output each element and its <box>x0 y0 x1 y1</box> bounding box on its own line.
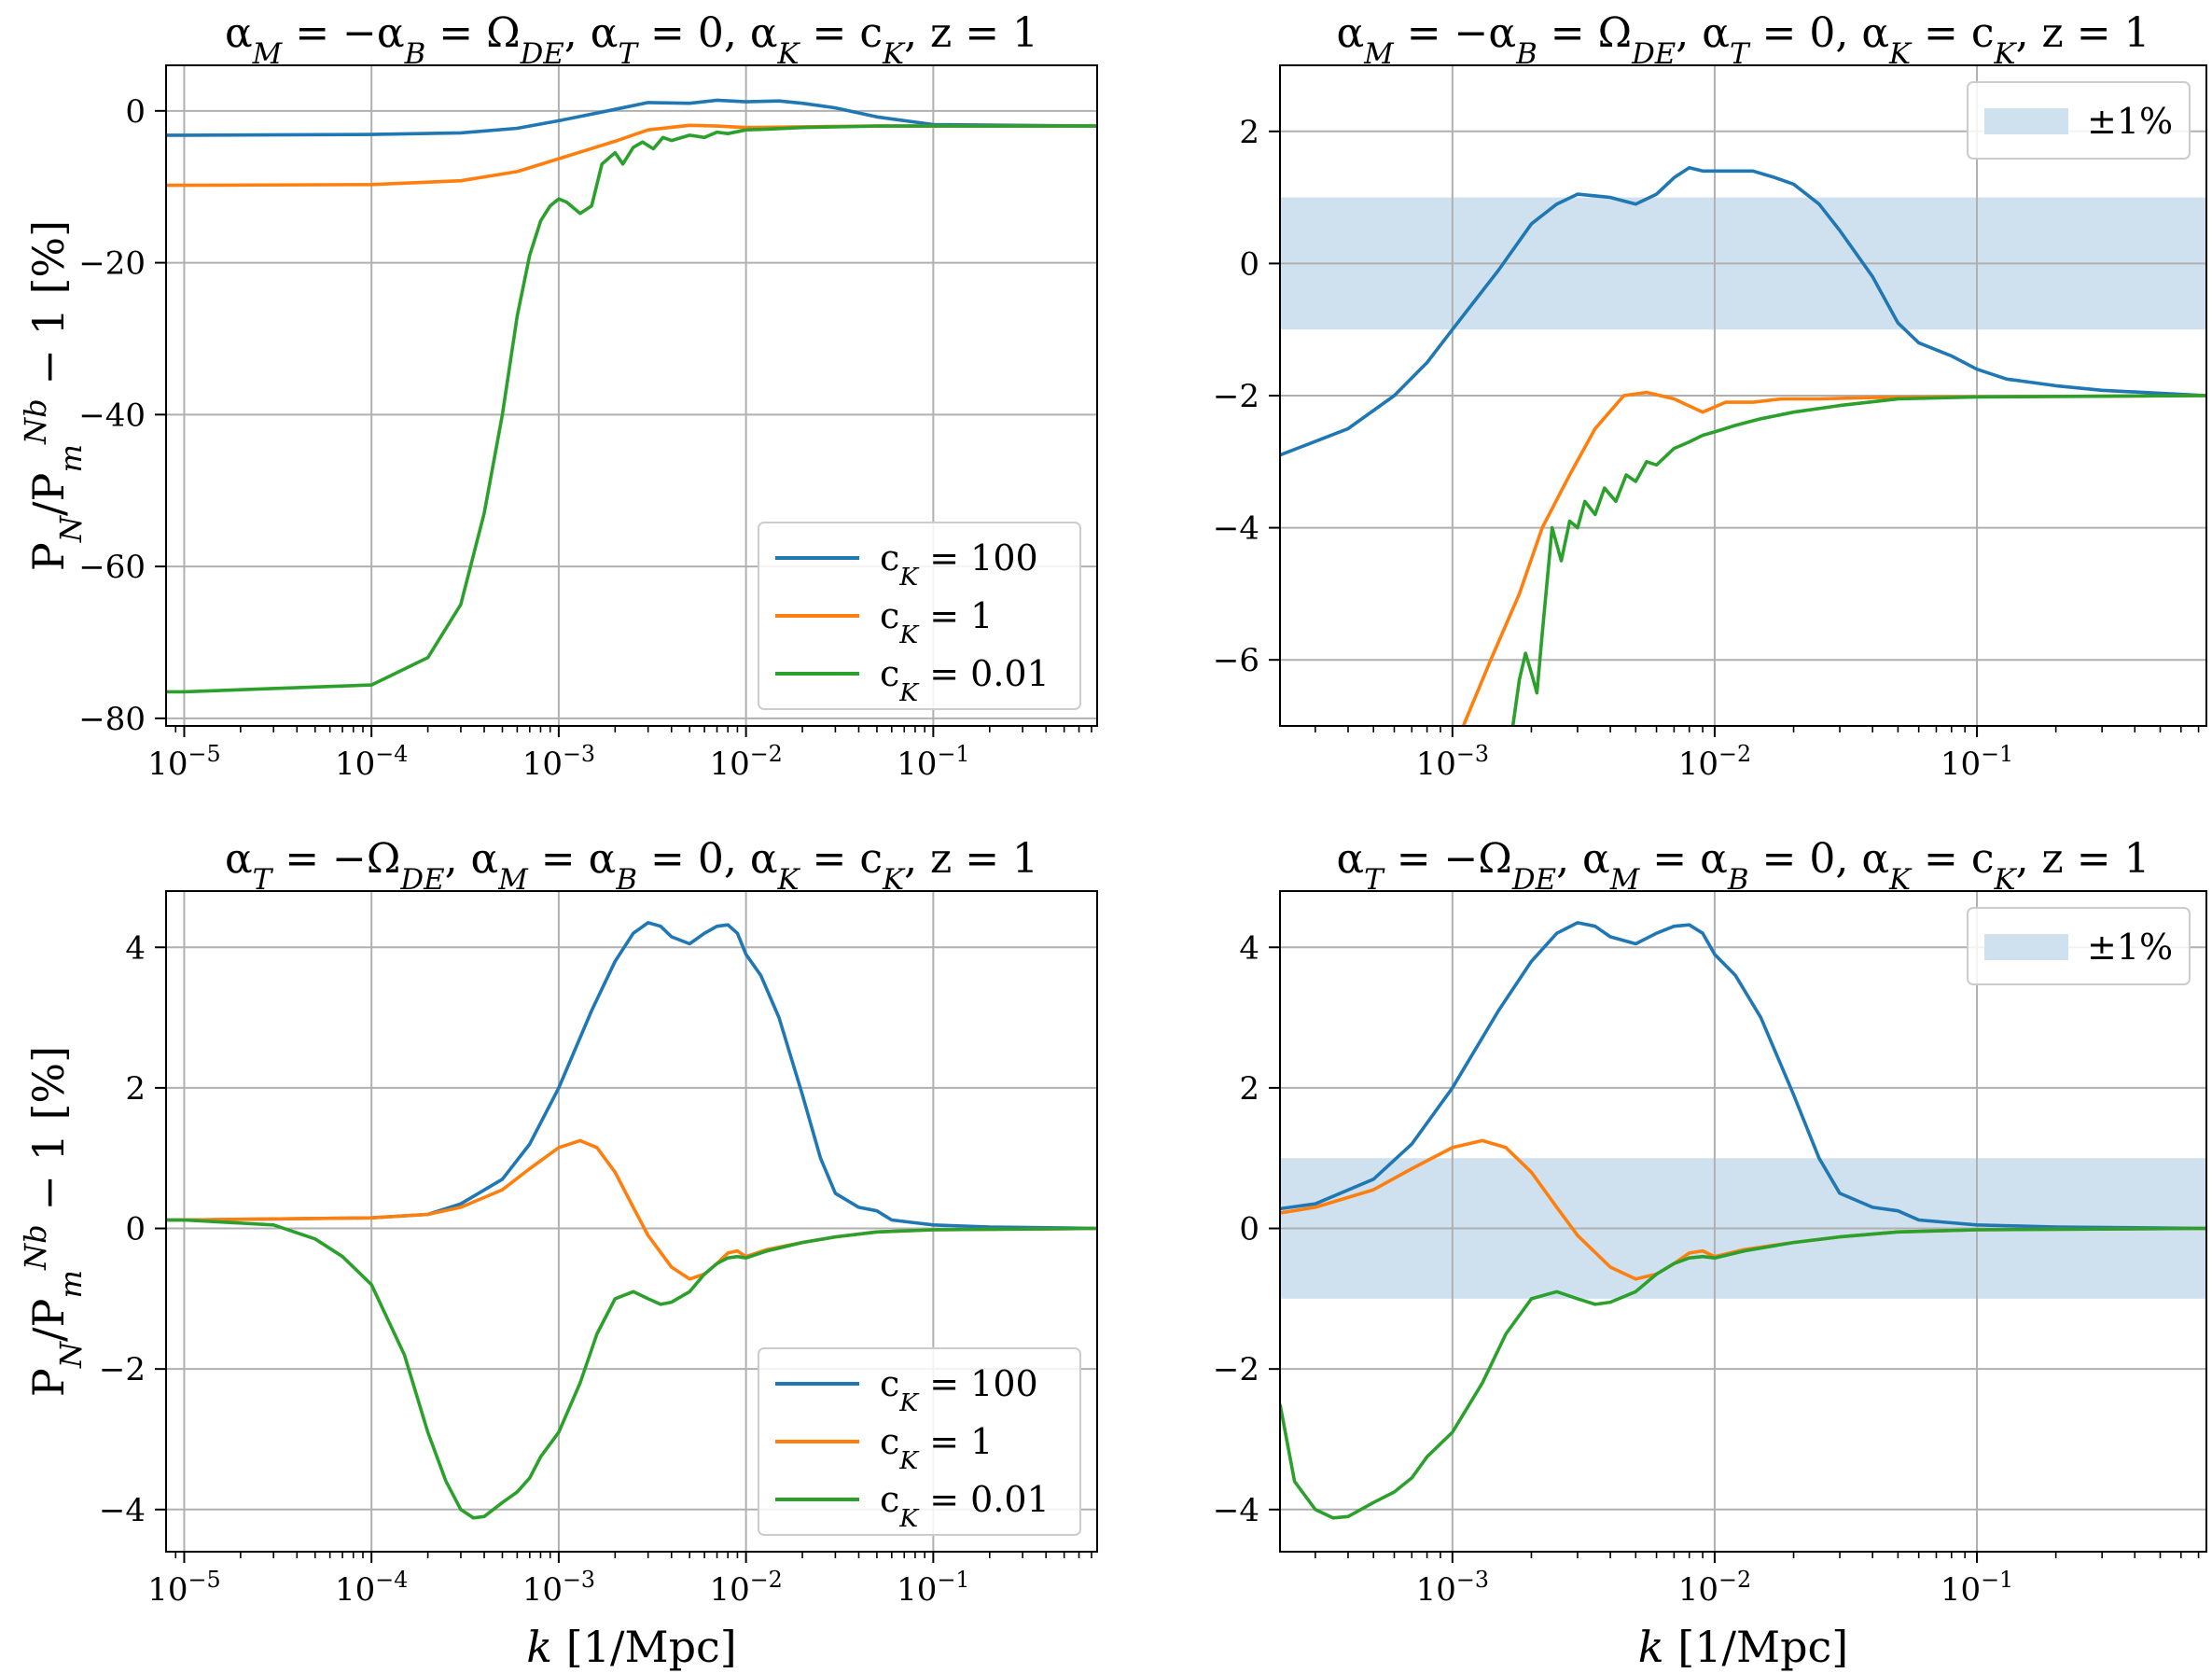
x-tick-label: 10−1 <box>897 741 969 783</box>
chart-title: αM = −αB = ΩDE, αT = 0, αK = cK, z = 1 <box>225 9 1038 71</box>
x-tick-label: 10−3 <box>522 741 595 783</box>
chart-top-left: 10−5 10−4 10−3 10−2 10−1 0 −20 −40 −60 −80 αM = −α… <box>18 9 1098 783</box>
y-tick-label: −40 <box>78 397 146 434</box>
legend-label: cK = 100 <box>880 1363 1038 1417</box>
y-tick-label: −20 <box>78 245 146 283</box>
x-tick-label: 10−3 <box>1416 741 1489 783</box>
legend-label: cK = 0.01 <box>880 653 1050 707</box>
series-line-2 <box>1280 1226 2206 1520</box>
chart-bottom-right: 10−3 10−2 10−1 4 2 0 −2 −4 αT = −ΩDE, αM = αB = … <box>1213 835 2207 1672</box>
y-tick-label: 4 <box>125 929 146 967</box>
legend-box <box>1967 907 2191 985</box>
x-tick-label: 10−2 <box>1678 1567 1751 1609</box>
x-tick-label: 10−5 <box>147 1567 220 1609</box>
x-axis-label: k [1/Mpc] <box>526 1622 736 1672</box>
legend-box <box>758 522 1081 710</box>
y-tick-label: −2 <box>1213 378 1259 415</box>
x-tick-label: 10−2 <box>1678 741 1751 783</box>
y-tick-label: −60 <box>78 549 146 586</box>
x-axis-label: k [1/Mpc] <box>1638 1622 1848 1672</box>
y-tick-label: 2 <box>1239 1070 1259 1108</box>
legend-label: ±1% <box>2087 101 2173 142</box>
series-line-0 <box>1280 165 2206 457</box>
series-line-0 <box>166 98 1097 137</box>
legend-label: cK = 0.01 <box>880 1479 1050 1533</box>
x-tick-label: 10−4 <box>335 1567 408 1609</box>
y-tick-label: −4 <box>1213 510 1259 548</box>
y-tick-label: 4 <box>1239 929 1259 967</box>
series-line-1 <box>1461 390 2206 726</box>
x-tick-label: 10−3 <box>522 1567 595 1609</box>
y-tick-label: 0 <box>1239 245 1259 283</box>
chart-title: αM = −αB = ΩDE, αT = 0, αK = cK, z = 1 <box>1336 9 2149 71</box>
legend: ±1% <box>1967 81 2191 160</box>
series-line-2 <box>1510 394 2206 726</box>
y-tick-label: 0 <box>125 93 146 131</box>
y-tick-label: −4 <box>1213 1492 1259 1529</box>
x-tick-label: 10−2 <box>709 741 782 783</box>
y-tick-label: −80 <box>78 701 146 738</box>
series-line-2 <box>166 1218 1097 1520</box>
y-tick-label: 2 <box>125 1070 146 1108</box>
series-line-0 <box>1280 921 2206 1231</box>
legend-band-swatch <box>1984 108 2068 134</box>
chart-bottom-left: 10−5 10−4 10−3 10−2 10−1 4 2 0 −2 −4 αT = −ΩDE, αM… <box>18 835 1098 1672</box>
x-tick-label: 10−1 <box>897 1567 969 1609</box>
y-tick-label: −2 <box>1213 1351 1259 1388</box>
y-axis-label: PN/PmNb − 1 [%] <box>18 220 89 571</box>
chart-title: αT = −ΩDE, αM = αB = 0, αK = cK, z = 1 <box>1336 835 2149 897</box>
x-tick-label: 10−1 <box>1941 1567 2013 1609</box>
y-tick-label: 0 <box>125 1211 146 1248</box>
x-tick-label: 10−5 <box>147 741 220 783</box>
y-tick-label: −6 <box>1213 642 1259 679</box>
axes-frame <box>1279 890 2207 1553</box>
legend-label: ±1% <box>2087 927 2173 968</box>
series-line-1 <box>166 1138 1097 1281</box>
legend-label: cK = 1 <box>880 1421 993 1475</box>
legend-box <box>758 1347 1081 1536</box>
x-tick-label: 10−1 <box>1941 741 2013 783</box>
y-tick-label: 0 <box>1239 1211 1259 1248</box>
legend-label: cK = 100 <box>880 537 1038 592</box>
axes-frame <box>165 890 1098 1553</box>
series-line-0 <box>166 921 1097 1231</box>
legend-label: cK = 1 <box>880 595 993 649</box>
x-tick-label: 10−4 <box>335 741 408 783</box>
chart-top-right: 10−3 10−2 10−1 2 0 −2 −4 −6 αM = −αB = ΩDE, αT =… <box>1213 9 2207 783</box>
x-tick-label: 10−2 <box>709 1567 782 1609</box>
x-tick-label: 10−3 <box>1416 1567 1489 1609</box>
y-tick-label: 2 <box>1239 114 1259 151</box>
y-tick-label: −4 <box>99 1492 146 1529</box>
y-axis-label: PN/PmNb − 1 [%] <box>18 1046 89 1397</box>
y-tick-label: −2 <box>99 1351 146 1388</box>
legend-band-swatch <box>1984 934 2068 960</box>
chart-title: αT = −ΩDE, αM = αB = 0, αK = cK, z = 1 <box>225 835 1038 897</box>
axes-frame <box>165 64 1098 727</box>
legend-box <box>1967 81 2191 160</box>
series-line-2 <box>166 124 1097 694</box>
legend: ±1% <box>1967 907 2191 985</box>
